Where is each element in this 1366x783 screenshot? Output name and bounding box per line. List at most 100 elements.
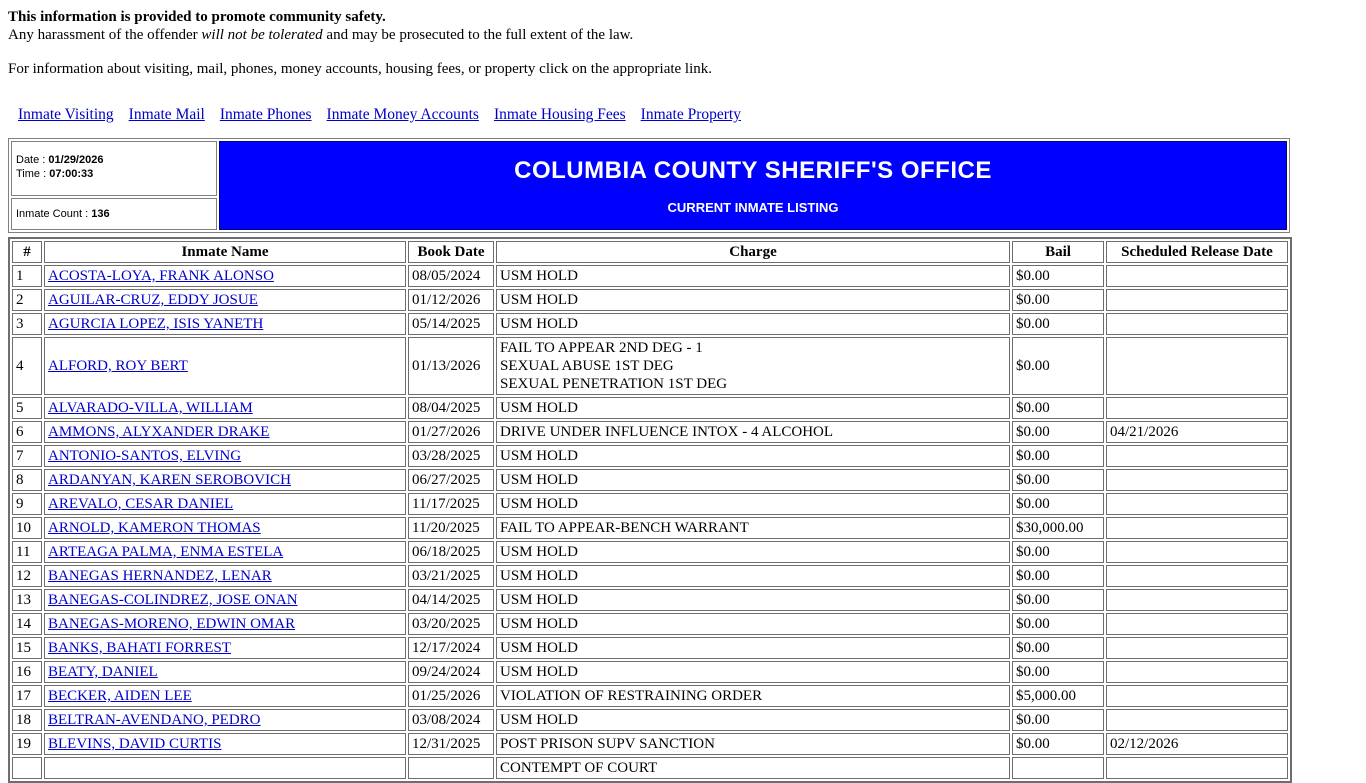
nav-link-inmate-visiting[interactable]: Inmate Visiting	[18, 106, 114, 123]
scheduled-release-date	[1106, 517, 1288, 539]
inmate-name-cell: BLEVINS, DAVID CURTIS	[44, 733, 406, 755]
table-header-row: # Inmate Name Book Date Charge Bail Scheduled…	[12, 241, 1288, 263]
inmate-number: 17	[12, 685, 42, 707]
inmate-name-link[interactable]: ALVARADO-VILLA, WILLIAM	[48, 400, 253, 416]
nav-link-inmate-property[interactable]: Inmate Property	[640, 106, 741, 123]
scheduled-release-date	[1106, 757, 1288, 779]
time-value: 07:00:33	[49, 168, 94, 180]
page-subtitle: CURRENT INMATE LISTING	[667, 199, 839, 215]
charge-cell: USM HOLD	[496, 397, 1010, 419]
inmate-table: # Inmate Name Book Date Charge Bail Scheduled…	[8, 237, 1292, 783]
column-header-book-date: Book Date	[408, 241, 494, 263]
book-date: 11/20/2025	[408, 517, 494, 539]
scheduled-release-date	[1106, 709, 1288, 731]
notice-line-2-prefix: Any harassment of the offender	[8, 27, 202, 43]
inmate-number: 18	[12, 709, 42, 731]
inmate-name-link[interactable]: ARTEAGA PALMA, ENMA ESTELA	[48, 544, 284, 560]
charge-line: USM HOLD	[500, 316, 578, 332]
charge-cell: POST PRISON SUPV SANCTION	[496, 733, 1010, 755]
bail-amount: $0.00	[1012, 541, 1104, 563]
bail-amount: $0.00	[1012, 397, 1104, 419]
column-header-charge: Charge	[496, 241, 1010, 263]
inmate-name-link[interactable]: ARDANYAN, KAREN SEROBOVICH	[48, 472, 291, 488]
scheduled-release-date	[1106, 469, 1288, 491]
inmate-name-cell: AMMONS, ALYXANDER DRAKE	[44, 421, 406, 443]
charge-cell: CONTEMPT OF COURT	[496, 757, 1010, 779]
scheduled-release-date	[1106, 613, 1288, 635]
nav-link-inmate-phones[interactable]: Inmate Phones	[219, 106, 312, 123]
charge-cell: USM HOLD	[496, 541, 1010, 563]
scheduled-release-date	[1106, 337, 1288, 395]
bail-amount: $0.00	[1012, 661, 1104, 683]
inmate-name-link[interactable]: AMMONS, ALYXANDER DRAKE	[48, 424, 270, 440]
notice-line-2: Any harassment of the offender will not …	[8, 26, 1358, 44]
inmate-name-link[interactable]: BELTRAN-AVENDANO, PEDRO	[48, 712, 261, 728]
charge-line: USM HOLD	[500, 568, 578, 584]
scheduled-release-date	[1106, 589, 1288, 611]
table-row: 12 BANEGAS HERNANDEZ, LENAR 03/21/2025 USM …	[12, 565, 1288, 587]
inmate-name-link[interactable]: BANEGAS-COLINDREZ, JOSE ONAN	[48, 592, 298, 608]
inmate-number: 10	[12, 517, 42, 539]
charge-line: USM HOLD	[500, 712, 578, 728]
book-date: 01/13/2026	[408, 337, 494, 395]
charge-line: VIOLATION OF RESTRAINING ORDER	[500, 688, 763, 704]
notice-line-2-italic: will not be tolerated	[201, 27, 323, 43]
nav-link-inmate-money-accounts[interactable]: Inmate Money Accounts	[326, 106, 479, 123]
nav-link-inmate-housing-fees[interactable]: Inmate Housing Fees	[493, 106, 626, 123]
bail-amount: $0.00	[1012, 337, 1104, 395]
banner-table: Date : 01/29/2026 Time : 07:00:33 Inmate…	[8, 138, 1290, 233]
charge-line: POST PRISON SUPV SANCTION	[500, 736, 715, 752]
bail-amount: $0.00	[1012, 613, 1104, 635]
inmate-name-link[interactable]: ACOSTA-LOYA, FRANK ALONSO	[48, 268, 274, 284]
bail-amount: $0.00	[1012, 289, 1104, 311]
charge-line: DRIVE UNDER INFLUENCE INTOX - 4 ALCOHOL	[500, 424, 834, 440]
inmate-number: 14	[12, 613, 42, 635]
inmate-name-link[interactable]: ANTONIO-SANTOS, ELVING	[48, 448, 242, 464]
inmate-number: 15	[12, 637, 42, 659]
book-date: 03/28/2025	[408, 445, 494, 467]
charge-line: USM HOLD	[500, 472, 578, 488]
inmate-name-link[interactable]: AGURCIA LOPEZ, ISIS YANETH	[48, 316, 264, 332]
table-row: 5 ALVARADO-VILLA, WILLIAM 08/04/2025 USM HO…	[12, 397, 1288, 419]
charge-cell: USM HOLD	[496, 469, 1010, 491]
inmate-name-link[interactable]: BANEGAS-MORENO, EDWIN OMAR	[48, 616, 296, 632]
book-date: 01/27/2026	[408, 421, 494, 443]
charge-cell: USM HOLD	[496, 709, 1010, 731]
bail-amount: $30,000.00	[1012, 517, 1104, 539]
scheduled-release-date	[1106, 265, 1288, 287]
book-date: 03/21/2025	[408, 565, 494, 587]
charge-line: USM HOLD	[500, 268, 578, 284]
charge-cell: USM HOLD	[496, 493, 1010, 515]
charge-line: USM HOLD	[500, 592, 578, 608]
inmate-number: 12	[12, 565, 42, 587]
date-value: 01/29/2026	[48, 154, 104, 166]
charge-line: SEXUAL ABUSE 1ST DEG	[500, 358, 674, 374]
scheduled-release-date	[1106, 541, 1288, 563]
inmate-name-link[interactable]: ARNOLD, KAMERON THOMAS	[48, 520, 261, 536]
inmate-name-link[interactable]: AREVALO, CESAR DANIEL	[48, 496, 234, 512]
inmate-name-link[interactable]: BLEVINS, DAVID CURTIS	[48, 736, 222, 752]
scheduled-release-date: 02/12/2026	[1106, 733, 1288, 755]
bail-amount: $0.00	[1012, 493, 1104, 515]
scheduled-release-date	[1106, 565, 1288, 587]
notice-line-1: This information is provided to promote …	[8, 9, 386, 25]
inmate-number: 11	[12, 541, 42, 563]
nav-link-inmate-mail[interactable]: Inmate Mail	[128, 106, 205, 123]
inmate-name-cell: AGUILAR-CRUZ, EDDY JOSUE	[44, 289, 406, 311]
inmate-name-link[interactable]: BANKS, BAHATI FORREST	[48, 640, 231, 656]
charge-cell: USM HOLD	[496, 565, 1010, 587]
inmate-name-link[interactable]: ALFORD, ROY BERT	[48, 358, 188, 374]
charge-line: FAIL TO APPEAR-BENCH WARRANT	[500, 520, 749, 536]
inmate-name-link[interactable]: BANEGAS HERNANDEZ, LENAR	[48, 568, 272, 584]
table-row: 9 AREVALO, CESAR DANIEL 11/17/2025 USM HOLD…	[12, 493, 1288, 515]
column-header-bail: Bail	[1012, 241, 1104, 263]
inmate-name-link[interactable]: AGUILAR-CRUZ, EDDY JOSUE	[48, 292, 258, 308]
charge-cell: USM HOLD	[496, 445, 1010, 467]
bail-amount	[1012, 757, 1104, 779]
table-row: 3 AGURCIA LOPEZ, ISIS YANETH 05/14/2025 USM…	[12, 313, 1288, 335]
inmate-name-link[interactable]: BEATY, DANIEL	[48, 664, 158, 680]
charge-line: CONTEMPT OF COURT	[500, 760, 658, 776]
inmate-name-link[interactable]: BECKER, AIDEN LEE	[48, 688, 192, 704]
scheduled-release-date	[1106, 397, 1288, 419]
status-panel: Date : 01/29/2026 Time : 07:00:33 Inmate…	[11, 141, 217, 230]
